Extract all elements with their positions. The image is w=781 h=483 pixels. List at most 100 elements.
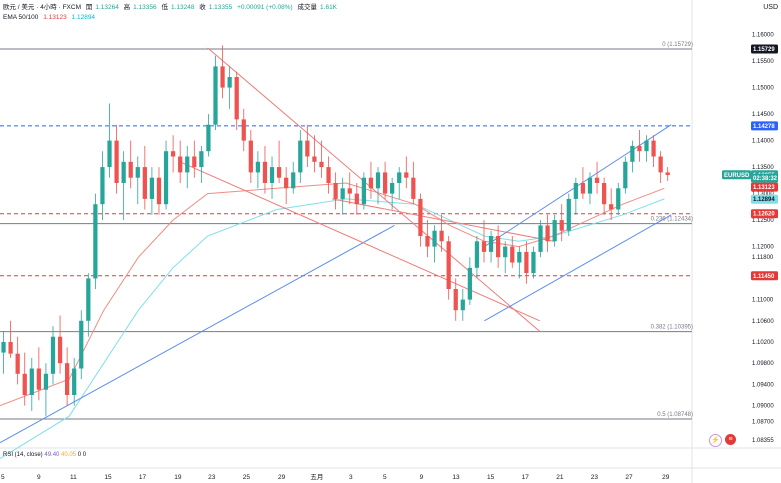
candle-48 [340,188,345,199]
x-tick-4: 17 [139,474,147,481]
candle-81 [573,183,578,199]
candle-43 [305,140,310,157]
candle-54 [382,172,388,194]
price-tag-bg-1 [751,121,778,131]
rsi-v3: 0 [77,452,82,458]
candle-63 [446,241,451,289]
candle-17 [121,161,126,183]
price-tag-4: 02:38:32 [753,176,778,182]
candle-24 [170,151,176,157]
candle-62 [439,230,444,242]
price-tag-bg-0 [751,44,778,54]
price-tag-bg-5 [751,182,778,192]
candle-60 [425,236,430,247]
candle-52 [368,177,374,189]
candle-4 [29,368,34,395]
y-tick-4: 1.14000 [752,139,774,145]
candle-66 [467,267,472,300]
lightning-icon[interactable]: ⚡ [709,434,722,447]
price-tag-2: EURUSD [724,173,750,179]
x-tick-16: 21 [556,474,564,481]
candle-33 [234,77,239,120]
y-tick-12: 1.10200 [752,340,774,346]
y-tick-10: 1.11000 [752,298,774,304]
open-value: 1.13264 [95,4,119,11]
candle-47 [333,183,338,199]
candle-35 [248,140,253,173]
x-tick-0: 5 [1,474,5,481]
y-tick-2: 1.15000 [752,86,774,92]
close-label: 收 [199,4,206,11]
candle-10 [72,368,77,395]
x-tick-19: 29 [662,474,670,481]
price-tag-8: 1.11450 [753,274,775,280]
candle-86 [609,204,614,210]
price-tag-7: 1.12620 [753,212,775,218]
x-tick-17: 23 [591,474,599,481]
candle-53 [375,172,381,189]
ema-label: EMA 50/100 [3,14,39,21]
x-tick-10: 3 [349,474,353,481]
candle-2 [15,353,20,374]
x-tick-11: 5 [383,474,387,481]
candle-9 [65,363,70,395]
trendline-1 [207,47,541,332]
candle-22 [156,177,162,205]
volume-value: 1.61K [320,4,338,11]
candle-65 [460,299,465,311]
candle-58 [411,177,416,199]
candle-14 [100,167,105,205]
price-tag-bg-2 [722,170,751,180]
candle-67 [474,241,480,268]
candle-87 [616,188,621,210]
candle-71 [503,246,508,258]
candle-49 [347,188,352,194]
candle-0 [1,342,6,353]
candle-12 [86,278,91,321]
x-tick-8: 29 [278,474,286,481]
candle-94 [665,172,670,176]
rsi-value: 49.40 [44,452,60,458]
candle-40 [284,177,289,189]
symbol-label[interactable]: 欧元 / 美元 · 4小時 · FXCM [3,4,81,11]
candle-84 [594,177,600,183]
candle-21 [149,177,155,199]
candle-76 [538,225,543,252]
candle-89 [630,145,635,162]
candle-19 [135,167,140,178]
us-flag-icon[interactable]: ≡ [725,434,736,445]
y-tick-7: 1.12500 [752,218,774,224]
trendline-3 [332,198,554,242]
candle-36 [255,161,261,173]
x-tick-5: 19 [174,474,182,481]
currency-label[interactable]: USD [763,4,778,11]
candle-85 [601,183,607,205]
y-tick-17: 1.08355 [752,438,774,444]
candle-78 [552,220,557,242]
candle-6 [43,373,49,390]
candle-41 [291,172,296,189]
candle-69 [488,236,494,252]
rsi-legend[interactable]: RSI (14, close) 49.40 40.05 0 0 [3,452,86,458]
trendline-2 [179,161,540,322]
rsi-ma-value: 40.05 [61,452,77,458]
trendline-0 [0,224,395,444]
ema100-value: 1.12894 [71,14,96,21]
candle-80 [566,198,571,231]
candle-51 [361,177,367,205]
candle-16 [114,140,119,183]
candle-23 [163,151,169,205]
low-value: 1.13248 [170,4,195,11]
change-value: +0.00091 (+0.08%) [237,4,293,11]
ema50-value: 1.13123 [43,14,67,21]
x-tick-12: 9 [420,474,424,481]
candle-28 [199,151,204,168]
candle-26 [185,156,190,173]
price-tag-bg-8 [751,271,778,281]
ema-legend[interactable]: EMA 50/100 1.13123 1.12894 [3,13,98,22]
candle-73 [517,251,522,263]
close-value: 1.13355 [208,4,233,11]
fib-label-1: 0.236 (1.12434) [651,217,693,223]
candle-59 [418,198,423,236]
